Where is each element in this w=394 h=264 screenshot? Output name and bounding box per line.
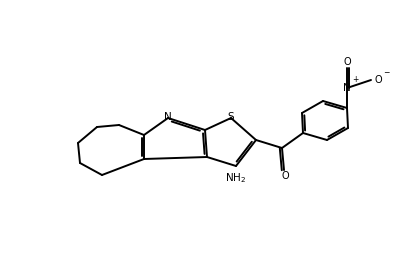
Text: O: O [375, 75, 383, 85]
Text: NH$_2$: NH$_2$ [225, 171, 247, 185]
Text: +: + [352, 75, 359, 84]
Text: N: N [343, 83, 351, 93]
Text: N: N [164, 112, 172, 122]
Text: S: S [228, 112, 234, 122]
Text: −: − [383, 68, 389, 77]
Text: O: O [343, 57, 351, 67]
Text: O: O [281, 171, 289, 181]
